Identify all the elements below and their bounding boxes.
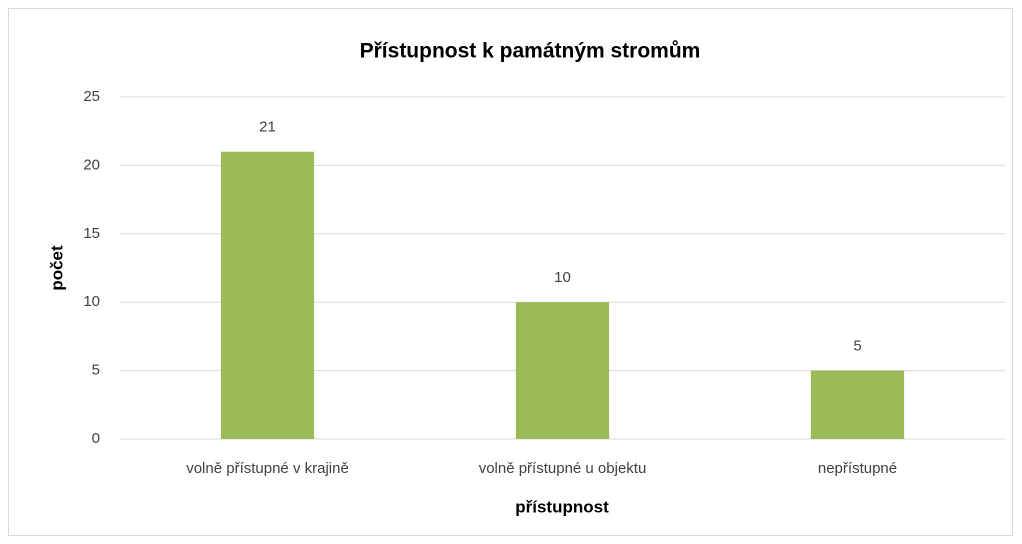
y-tick-label: 20 (83, 156, 100, 173)
y-axis-label: počet (47, 245, 66, 291)
bar (220, 151, 315, 439)
data-label: 21 (259, 119, 276, 136)
data-label: 5 (853, 338, 861, 355)
x-axis-label: přístupnost (515, 497, 609, 516)
x-tick-label: volně přístupné u objektu (479, 460, 647, 477)
y-tick-label: 5 (92, 362, 100, 379)
chart-border (8, 8, 1013, 536)
y-tick-label: 15 (83, 225, 100, 242)
chart-title: Přístupnost k památným stromům (360, 40, 701, 63)
y-tick-label: 0 (92, 430, 100, 447)
bar (515, 302, 610, 439)
y-tick-label: 10 (83, 293, 100, 310)
x-tick-label: volně přístupné v krajině (186, 460, 349, 477)
data-label: 10 (554, 269, 571, 286)
y-tick-label: 25 (83, 88, 100, 105)
x-tick-label: nepřístupné (818, 460, 897, 477)
bar (810, 370, 905, 439)
